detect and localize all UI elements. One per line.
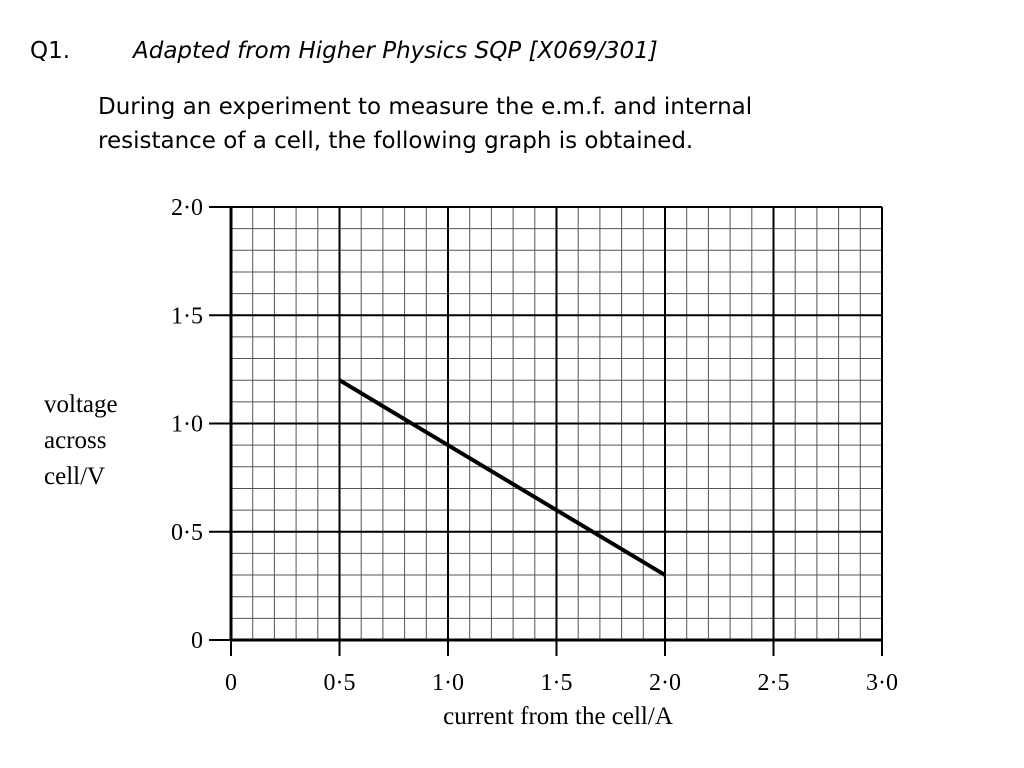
- y-tick-label: 1·5: [171, 303, 203, 329]
- x-tick-label: 3·0: [866, 670, 898, 696]
- y-axis-title-line-1: voltage: [44, 391, 118, 418]
- question-text: During an experiment to measure the e.m.…: [98, 90, 898, 158]
- y-axis-title-line-3: cell/V: [44, 463, 105, 490]
- y-tick-label: 0·5: [171, 520, 203, 546]
- series-line: [338, 378, 667, 577]
- y-axis-title-line-2: across: [44, 427, 106, 454]
- question-number: Q1.: [30, 38, 71, 64]
- question-text-line-1: During an experiment to measure the e.m.…: [98, 94, 753, 120]
- x-tick-label: 1·0: [432, 670, 464, 696]
- x-tick-label: 1·5: [541, 670, 573, 696]
- data-series: [338, 378, 667, 577]
- question-text-line-2: resistance of a cell, the following grap…: [98, 128, 694, 154]
- y-tick-label: 1·0: [171, 412, 203, 438]
- question-source: Adapted from Higher Physics SQP [X069/30…: [133, 38, 658, 64]
- x-tick-label: 0: [225, 670, 237, 696]
- x-tick-label: 2·5: [758, 670, 790, 696]
- tick-labels: 0 0·5 1·0 1·5 2·0 0 0·5 1·0 1·5 2·0 2·5 3·0: [171, 195, 898, 696]
- axis-titles: current from the cell/A voltage across c…: [44, 391, 673, 730]
- y-tick-label: 0: [191, 628, 203, 654]
- x-tick-label: 0·5: [324, 670, 356, 696]
- tick-marks: [209, 206, 883, 656]
- y-tick-label: 2·0: [171, 195, 203, 221]
- x-axis-title: current from the cell/A: [443, 703, 673, 730]
- x-tick-label: 2·0: [649, 670, 681, 696]
